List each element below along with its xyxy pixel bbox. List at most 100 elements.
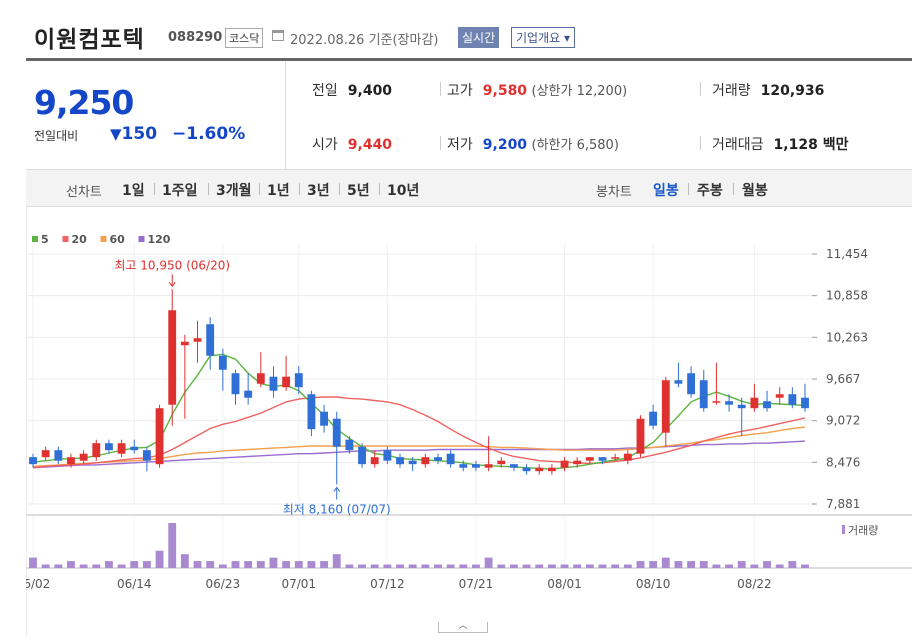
price-change: ▼150	[110, 124, 157, 144]
company-overview-dropdown[interactable]: 기업개요 ▾	[511, 27, 575, 48]
candle-monthly[interactable]: 월봉	[742, 183, 768, 199]
x-tick-label: 06/23	[206, 577, 241, 591]
range-3m[interactable]: 3개월	[216, 183, 252, 199]
current-price: 9,250	[34, 83, 134, 122]
candle-daily[interactable]: 일봉	[653, 183, 679, 199]
candle-body	[801, 397, 809, 409]
market-badge: 코스닥	[225, 28, 264, 48]
volume-bar	[54, 564, 63, 568]
volume-bar	[472, 564, 480, 568]
candle-body	[320, 411, 329, 426]
volume-bar	[168, 523, 177, 568]
y-tick-label: 10,263	[826, 330, 868, 344]
collapse-chart-button[interactable]: ︿	[438, 622, 488, 633]
prev-value: 9,400	[347, 83, 393, 99]
x-tick-label: 08/01	[547, 577, 582, 591]
volume-bar	[661, 557, 670, 568]
divider	[700, 82, 701, 96]
candle-body	[142, 450, 151, 461]
y-tick-label: 10,858	[826, 289, 868, 303]
volume-bar	[497, 564, 506, 568]
divider	[440, 82, 441, 96]
company-name[interactable]: 이원컴포텍	[34, 27, 145, 53]
volume-bar	[421, 564, 430, 568]
candle-body	[231, 373, 240, 395]
candle-body	[611, 457, 620, 459]
candle-body	[421, 457, 430, 465]
volume-bar	[79, 564, 88, 568]
stat-high: 고가 9,580 (상한가 12,200)	[447, 80, 627, 100]
candle-body	[155, 408, 164, 465]
candle-body	[29, 457, 37, 465]
legend-swatch	[32, 236, 38, 242]
divider	[259, 183, 260, 195]
range-10y[interactable]: 10년	[387, 183, 420, 199]
candle-body	[130, 446, 139, 451]
volume-bar	[408, 564, 417, 568]
range-5y[interactable]: 5년	[347, 183, 370, 199]
legend-swatch	[100, 236, 107, 242]
volume-bar	[623, 564, 632, 568]
volume-bar	[484, 557, 493, 568]
volume-bar	[509, 564, 518, 568]
volume-bar	[763, 561, 771, 568]
change-value: 150	[121, 124, 158, 144]
stock-chart[interactable]: 11,454 10,858 10,263 9,667 9,072 8,476 7,881 06…	[26, 207, 912, 644]
candle-body	[712, 401, 721, 403]
divider	[379, 183, 380, 195]
volume-bar	[585, 564, 594, 568]
range-1w[interactable]: 1주일	[162, 183, 198, 199]
legend-label: 120	[148, 233, 171, 246]
prev-label: 전일	[312, 83, 338, 99]
y-tick-label: 8,476	[826, 455, 860, 469]
x-tick-label: 06/14	[117, 577, 152, 591]
volume-bar	[535, 564, 544, 568]
candle-body	[585, 457, 594, 461]
range-1y[interactable]: 1년	[267, 183, 290, 199]
candle-body	[282, 376, 291, 388]
candle-body	[788, 394, 797, 405]
candle-body	[383, 450, 392, 461]
divider	[733, 183, 734, 195]
volume-bar	[750, 564, 759, 568]
volume-bar	[206, 561, 215, 568]
candle-body	[358, 446, 366, 465]
candle-body	[67, 457, 75, 465]
y-tick-label: 9,072	[826, 414, 860, 428]
realtime-button[interactable]: 실시간	[458, 27, 500, 48]
candle-body	[636, 418, 645, 454]
candle-body	[509, 464, 518, 468]
candle-body	[725, 401, 733, 405]
divider	[440, 136, 441, 150]
volume-bar	[699, 561, 708, 568]
volume-bar	[180, 554, 189, 568]
legend-swatch	[138, 236, 145, 242]
header-divider	[26, 58, 912, 61]
candle-body	[497, 460, 506, 465]
candle-body	[105, 443, 113, 451]
stat-amount: 거래대금 1,128 백만	[712, 134, 848, 154]
candle-weekly[interactable]: 주봉	[697, 183, 723, 199]
volume-bar	[193, 561, 202, 568]
stat-open: 시가 9,440	[312, 134, 392, 154]
candle-body	[244, 390, 253, 398]
open-label: 시가	[312, 137, 338, 153]
volume-bar	[320, 561, 329, 568]
volume-bar	[345, 564, 354, 568]
x-tick-label: 08/10	[636, 577, 671, 591]
volume-bar	[41, 564, 50, 568]
change-percent: −1.60%	[172, 124, 246, 144]
calendar-icon	[272, 30, 284, 41]
candle-body	[206, 324, 215, 356]
candle-body	[598, 457, 607, 461]
range-3y[interactable]: 3년	[307, 183, 330, 199]
volume-bar	[434, 564, 442, 568]
y-tick-label: 9,667	[826, 372, 860, 386]
range-1d[interactable]: 1일	[122, 183, 145, 199]
volume-bar	[358, 564, 366, 568]
divider	[208, 183, 209, 195]
volume-bar	[687, 561, 696, 568]
volume-bar	[611, 564, 620, 568]
high-value: 9,580	[482, 83, 528, 99]
candle-body	[92, 443, 101, 458]
